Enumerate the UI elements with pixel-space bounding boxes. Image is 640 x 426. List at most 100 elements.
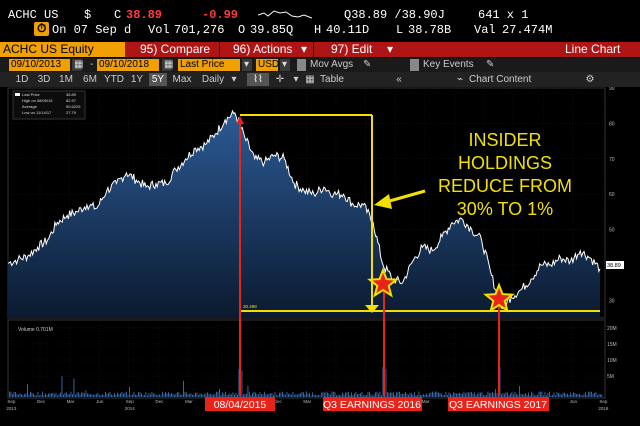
volume-bar <box>349 395 351 397</box>
volume-bar <box>244 393 246 397</box>
volume-bar <box>93 394 94 397</box>
volume-bar <box>391 392 393 397</box>
chevron-down-icon[interactable]: ▾ <box>231 74 237 85</box>
volume-bar <box>178 392 180 397</box>
volume-bar <box>298 393 300 397</box>
volume-bar <box>316 395 318 397</box>
volume-bar <box>181 394 183 397</box>
volume-bar <box>177 392 178 397</box>
period-3d[interactable]: 3D <box>37 74 51 85</box>
volume-bar <box>13 391 15 397</box>
star-marker-2016 <box>367 267 399 298</box>
volume-bar <box>159 394 160 397</box>
mov-avgs-label[interactable]: Mov Avgs <box>310 59 354 70</box>
volume-bar <box>546 395 547 397</box>
volume-bar <box>229 393 231 397</box>
callout-arrow-shaft <box>385 189 426 204</box>
start-date-input[interactable]: 09/10/2013 <box>9 59 70 71</box>
x-tick-label: Sep <box>599 399 608 404</box>
volume-bar <box>378 393 379 397</box>
volume-bar <box>216 391 217 397</box>
volume-bar <box>417 394 418 397</box>
period-ytd[interactable]: YTD <box>104 74 124 85</box>
period-1m[interactable]: 1M <box>59 74 73 85</box>
volume-bar <box>372 395 373 397</box>
calendar-icon[interactable]: ▦ <box>162 59 174 71</box>
volume-bar <box>448 392 450 397</box>
volume-bar <box>150 394 151 397</box>
crosshair-icon[interactable]: ✛ <box>275 74 285 85</box>
volume-bar <box>447 395 448 397</box>
volume-bar <box>73 378 75 397</box>
legend-high: High on 08/05/15 <box>22 98 53 103</box>
line-chart-icon[interactable]: ⌇⌇ <box>247 73 269 86</box>
volume-bar <box>478 392 480 397</box>
pencil-icon[interactable]: ✎ <box>486 59 495 70</box>
chart-content-button[interactable]: Chart Content <box>469 74 532 85</box>
volume-bar <box>505 392 507 397</box>
actions-dropdown-icon[interactable]: ▾ <box>301 42 308 56</box>
period-1d[interactable]: 1D <box>15 74 29 85</box>
volume-bar <box>72 394 73 397</box>
clock-icon[interactable]: ⏱ <box>34 22 50 36</box>
volume-tick-label: 10M <box>607 358 617 364</box>
last-price-tag <box>606 261 624 269</box>
pencil-icon[interactable]: ✎ <box>363 59 372 70</box>
collapse-icon[interactable]: « <box>396 74 402 85</box>
edit-dropdown-icon[interactable]: ▾ <box>387 42 394 56</box>
volume-bar <box>531 391 532 397</box>
volume-bar <box>42 391 43 397</box>
volume-bar <box>204 394 205 397</box>
compare-menu[interactable]: 95) Compare <box>140 42 211 56</box>
volume-bar <box>451 395 453 397</box>
volume-bar <box>211 394 213 397</box>
price-field-select[interactable]: Last Price <box>178 59 240 71</box>
table-button[interactable]: Table <box>320 74 344 85</box>
end-date-input[interactable]: 09/10/2018 <box>97 59 159 71</box>
calendar-icon[interactable]: ▦ <box>72 59 84 71</box>
gear-icon[interactable]: ⚙ <box>585 74 595 85</box>
chevron-down-icon[interactable]: ▾ <box>280 59 290 71</box>
mov-avgs-checkbox[interactable] <box>297 59 306 71</box>
security-title[interactable]: ACHC US Equity <box>0 42 125 57</box>
period-5y[interactable]: 5Y <box>149 73 167 86</box>
chart-content-icon[interactable]: ⌁ <box>456 74 464 85</box>
chevron-down-icon[interactable]: ▾ <box>242 59 252 71</box>
period-6m[interactable]: 6M <box>83 74 97 85</box>
frequency-select[interactable]: Daily <box>201 74 225 85</box>
currency-select[interactable]: USD <box>256 59 280 71</box>
volume-bar <box>558 393 559 397</box>
volume-bar <box>102 394 103 397</box>
volume-bar <box>403 393 405 397</box>
volume-bar <box>402 394 403 397</box>
volume-bar <box>462 393 463 397</box>
volume-bar <box>565 394 567 397</box>
volume-bar <box>522 394 523 397</box>
actions-menu[interactable]: 96) Actions <box>233 42 293 56</box>
key-events-label[interactable]: Key Events <box>423 59 474 70</box>
volume-bar <box>198 395 199 397</box>
volume-bar <box>192 394 193 397</box>
key-events-checkbox[interactable] <box>410 59 419 71</box>
volume-bar <box>351 392 352 397</box>
table-icon[interactable]: ▦ <box>305 74 315 85</box>
date-range-dash: - <box>90 59 94 70</box>
volume-bar <box>153 393 154 397</box>
volume-bar <box>436 391 438 397</box>
period-max[interactable]: Max <box>172 74 192 85</box>
drop-arrowhead <box>365 305 379 313</box>
volume-bar <box>352 394 354 397</box>
y-tick-label: 70 <box>609 157 615 163</box>
volume-bar <box>303 392 304 397</box>
volume-bar <box>133 391 135 397</box>
period-1y[interactable]: 1Y <box>130 74 144 85</box>
volume-bar <box>288 394 289 397</box>
edit-menu[interactable]: 97) Edit <box>331 42 373 56</box>
volume-bar <box>411 393 412 397</box>
volume-bar <box>486 395 487 397</box>
volume-bar <box>43 395 45 397</box>
volume-bar <box>450 393 451 397</box>
chevron-down-icon[interactable]: ▾ <box>293 74 299 85</box>
volume-bar <box>52 392 54 397</box>
